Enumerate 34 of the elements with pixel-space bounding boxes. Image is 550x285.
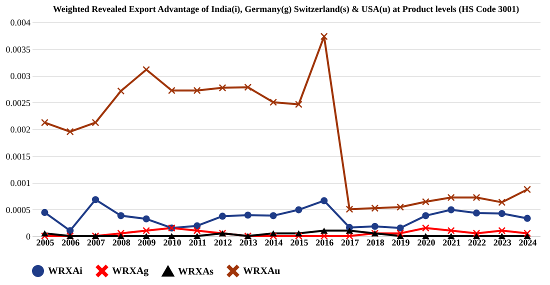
- legend-label: WRXAi: [48, 266, 83, 277]
- x-tick-label: 2007: [87, 238, 106, 248]
- x-tick-label: 2018: [366, 238, 385, 248]
- chart-title: Weighted Revealed Export Advantage of India(i), Germany(g) Switzerland(s) & USA(u) at Product levels (HS Code 3001): [52, 4, 520, 14]
- x-tick-label: 2010: [163, 238, 182, 248]
- x-tick-label: 2016: [316, 238, 334, 248]
- x-tick-label: 2009: [138, 238, 156, 248]
- y-tick-label: 0.004: [10, 18, 31, 28]
- x-tick-label: 2023: [493, 238, 512, 248]
- x-tick-label: 2020: [417, 238, 436, 248]
- x-tick-label: 2013: [239, 238, 258, 248]
- x-tick-label: 2012: [214, 238, 232, 248]
- y-tick-label: 0.0005: [6, 204, 31, 215]
- x-tick-label: 2017: [341, 238, 360, 248]
- y-tick-label: 0.003: [10, 71, 31, 81]
- x-tick-label: 2019: [392, 238, 410, 248]
- y-tick-label: 0.0025: [6, 98, 31, 108]
- y-tick-label: 0: [26, 232, 31, 242]
- y-tick-label: 0.0015: [6, 151, 31, 162]
- y-tick-label: 0.002: [10, 124, 30, 134]
- x-tick-label: 2005: [36, 238, 55, 248]
- x-tick-label: 2022: [468, 238, 486, 248]
- legend-label: WRXAu: [243, 266, 281, 277]
- y-tick-label: 0.001: [10, 178, 30, 188]
- x-tick-label: 2024: [518, 238, 538, 248]
- y-tick-label: 0.0035: [6, 44, 31, 54]
- x-tick-label: 2011: [188, 238, 207, 248]
- legend-label: WRXAs: [178, 266, 214, 278]
- x-tick-label: 2008: [112, 238, 131, 248]
- x-tick-label: 2014: [264, 238, 284, 248]
- x-tick-label: 2021: [442, 238, 462, 248]
- legend-label: WRXAg: [112, 266, 149, 277]
- x-tick-label: 2006: [62, 238, 80, 248]
- x-tick-label: 2015: [290, 238, 309, 248]
